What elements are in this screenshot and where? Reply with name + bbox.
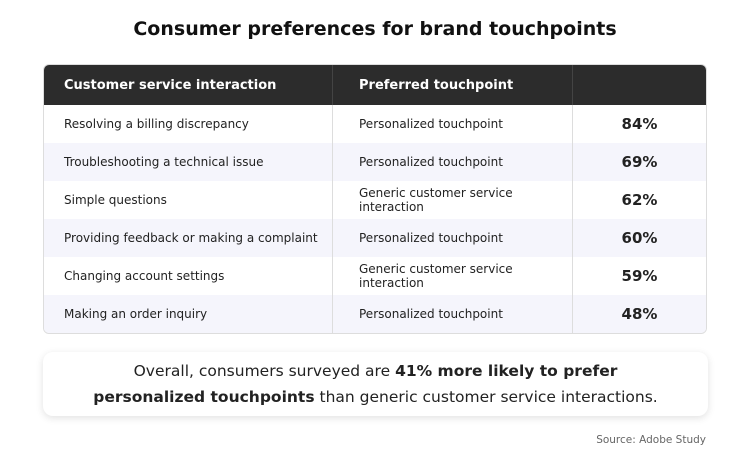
table-cell: Providing feedback or making a complaint	[44, 219, 333, 257]
percent-cell: 69%	[621, 153, 658, 171]
table-cell: Personalized touchpoint	[333, 105, 573, 143]
table-cell: Changing account settings	[44, 257, 333, 295]
table-cell: Resolving a billing discrepancy	[44, 105, 333, 143]
summary-highlight: 41% more likely to prefer personalized t…	[93, 362, 618, 406]
table-cell: Personalized touchpoint	[333, 219, 573, 257]
header-cell: Customer service interaction	[44, 65, 333, 105]
table-row: Making an order inquiry Personalized touc…	[44, 295, 706, 333]
table-header: Customer service interaction Preferred t…	[44, 65, 706, 105]
percent-cell: 84%	[621, 115, 658, 133]
table-cell: Making an order inquiry	[44, 295, 333, 333]
table-row: Troubleshooting a technical issue Persona…	[44, 143, 706, 181]
source: Source: Adobe Study	[596, 434, 706, 446]
percent-cell: 62%	[621, 191, 658, 209]
table-cell: Troubleshooting a technical issue	[44, 143, 333, 181]
percent-cell: 60%	[621, 229, 658, 247]
table: Customer service interaction Preferred t…	[43, 64, 707, 334]
header-cell	[573, 65, 706, 105]
title: Consumer preferences for brand touchpoin…	[133, 18, 617, 40]
table-cell: Personalized touchpoint	[333, 295, 573, 333]
summary-text: than generic customer service interactio…	[319, 388, 658, 406]
percent-cell: 48%	[621, 305, 658, 323]
summary-text: Overall, consumers surveyed are	[133, 362, 391, 380]
summary-text: Overall, consumers surveyed are 41% more…	[83, 358, 668, 410]
table-row: Providing feedback or making a complaint…	[44, 219, 706, 257]
table-row: Simple questions Generic customer service…	[44, 181, 706, 219]
table-cell: Personalized touchpoint	[333, 143, 573, 181]
summary: Overall, consumers surveyed are 41% more…	[43, 352, 708, 416]
table-row: Resolving a billing discrepancy Personali…	[44, 105, 706, 143]
table-cell: Simple questions	[44, 181, 333, 219]
table-cell: Generic customer service interaction	[333, 181, 573, 219]
table-row: Changing account settings Generic custome…	[44, 257, 706, 295]
table-cell: Generic customer service interaction	[333, 257, 573, 295]
percent-cell: 59%	[621, 267, 658, 285]
header-cell: Preferred touchpoint	[333, 65, 573, 105]
